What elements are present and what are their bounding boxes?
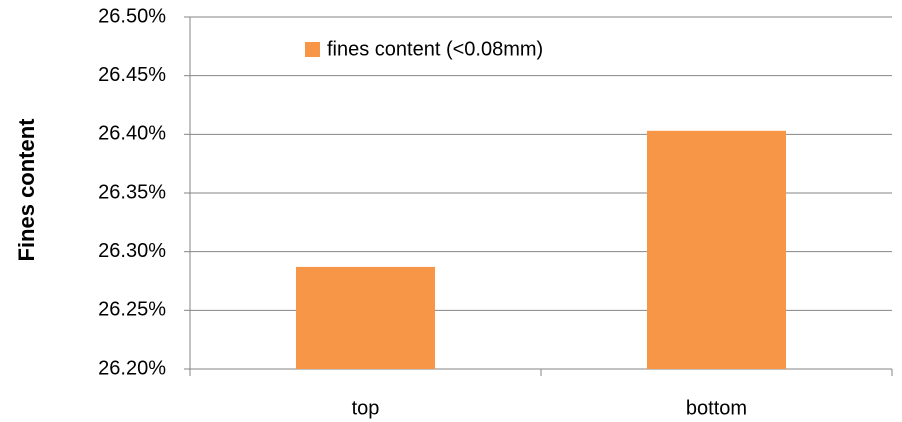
y-tick-label: 26.50% — [98, 5, 166, 27]
x-tick-label: bottom — [686, 397, 747, 419]
y-tick-label: 26.20% — [98, 357, 166, 379]
x-tick-label: top — [352, 397, 380, 419]
bar — [296, 266, 435, 369]
legend-swatch — [305, 42, 320, 57]
bar — [647, 130, 786, 369]
y-axis-label: Fines content — [14, 118, 39, 262]
y-tick-label: 26.35% — [98, 181, 166, 203]
y-tick-label: 26.45% — [98, 64, 166, 86]
legend-label: fines content (<0.08mm) — [327, 38, 543, 60]
y-tick-label: 26.25% — [98, 299, 166, 321]
y-tick-label: 26.30% — [98, 240, 166, 262]
y-tick-label: 26.40% — [98, 123, 166, 145]
